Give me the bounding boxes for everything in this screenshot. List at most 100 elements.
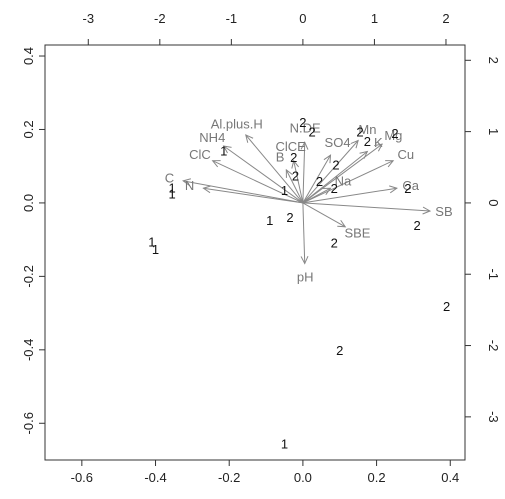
observation-point: 2 bbox=[299, 115, 306, 130]
observation-point: 2 bbox=[332, 157, 339, 172]
observation-point: 2 bbox=[443, 299, 450, 314]
variable-label: N bbox=[185, 178, 194, 193]
y-tick-label: 0.4 bbox=[21, 47, 36, 65]
variable-label: N.DE bbox=[290, 120, 321, 135]
variable-arrow bbox=[302, 187, 397, 204]
variable-label: Ca bbox=[402, 178, 419, 193]
observation-point: 1 bbox=[220, 143, 227, 158]
variable-arrow bbox=[203, 187, 303, 204]
variable-arrow bbox=[302, 187, 331, 204]
variable-label: SO4 bbox=[325, 135, 351, 150]
right-y-tick-label: 1 bbox=[486, 128, 501, 135]
variable-arrow bbox=[302, 202, 346, 228]
variable-arrow bbox=[293, 160, 304, 204]
observation-point: 2 bbox=[356, 124, 363, 139]
observation-point: 2 bbox=[308, 124, 315, 139]
variable-arrowhead bbox=[389, 185, 398, 194]
top-x-tick-label: 1 bbox=[371, 11, 378, 26]
variable-arrow bbox=[223, 145, 304, 204]
variable-label: SBE bbox=[344, 226, 370, 241]
right-y-tick-label: -2 bbox=[486, 340, 501, 352]
observation-point: 2 bbox=[364, 134, 371, 149]
observation-point: 1 bbox=[168, 180, 175, 195]
variable-arrow bbox=[302, 202, 306, 264]
observation-point: 1 bbox=[281, 436, 288, 451]
right-y-tick-label: -3 bbox=[486, 411, 501, 423]
variable-label: SB bbox=[435, 204, 452, 219]
top-x-tick-label: 2 bbox=[442, 11, 449, 26]
y-tick-label: 0.0 bbox=[21, 194, 36, 212]
variable-arrowhead bbox=[322, 187, 332, 195]
variable-label: C bbox=[165, 170, 174, 185]
y-tick-label: -0.6 bbox=[21, 412, 36, 434]
variable-arrowhead bbox=[337, 219, 347, 228]
variable-arrowhead bbox=[182, 178, 192, 187]
variable-label: ClCE bbox=[276, 139, 307, 154]
variable-arrowhead bbox=[350, 139, 359, 149]
x-tick-label: 0.4 bbox=[441, 470, 459, 485]
variable-arrowhead bbox=[285, 168, 293, 178]
variable-label: Al.plus.H bbox=[211, 116, 263, 131]
observation-point: 1 bbox=[281, 183, 288, 198]
variable-label: B bbox=[276, 149, 285, 164]
observation-point: 2 bbox=[290, 150, 297, 165]
variable-arrowhead bbox=[323, 154, 332, 164]
observation-point: 2 bbox=[413, 218, 420, 233]
variable-arrow bbox=[302, 154, 331, 204]
observation-point: 1 bbox=[152, 242, 159, 257]
variable-arrowhead bbox=[211, 160, 221, 168]
top-x-tick-label: -1 bbox=[226, 11, 238, 26]
observation-point: 2 bbox=[292, 168, 299, 183]
plot-axes: -0.6 -0.4 -0.2 0.0 0.2 0.4 -0.6 -0.4 -0.2 0.0 0.2 0… bbox=[21, 11, 501, 485]
top-x-tick-label: 0 bbox=[299, 11, 306, 26]
observation-point: 2 bbox=[336, 343, 343, 358]
variable-arrow bbox=[212, 160, 304, 204]
observation-point: 1 bbox=[148, 234, 155, 249]
variable-arrow bbox=[302, 160, 394, 204]
variable-arrowhead bbox=[385, 160, 395, 168]
variable-arrowhead bbox=[300, 141, 309, 150]
x-tick-label: -0.4 bbox=[144, 470, 166, 485]
right-y-tick-label: 0 bbox=[486, 199, 501, 206]
plot-frame bbox=[44, 44, 466, 461]
observation-point: 2 bbox=[331, 181, 338, 196]
x-tick-label: -0.6 bbox=[71, 470, 93, 485]
variable-arrowhead bbox=[222, 145, 232, 154]
x-tick-label: 0.2 bbox=[368, 470, 386, 485]
variable-arrowhead bbox=[300, 256, 309, 265]
y-tick-label: -0.4 bbox=[21, 339, 36, 361]
variable-arrowhead bbox=[245, 134, 254, 143]
x-tick-label: 0.0 bbox=[294, 470, 312, 485]
observation-point: 1 bbox=[168, 187, 175, 202]
variable-arrowhead bbox=[374, 143, 384, 152]
variable-arrow bbox=[285, 169, 304, 204]
y-tick-label: 0.2 bbox=[21, 120, 36, 138]
variable-label: Cu bbox=[398, 147, 415, 162]
right-y-tick-label: 2 bbox=[486, 57, 501, 64]
observation-point: 2 bbox=[331, 236, 338, 251]
right-y-tick-label: -1 bbox=[486, 268, 501, 280]
top-x-tick-label: -3 bbox=[82, 11, 94, 26]
x-tick-label: -0.2 bbox=[218, 470, 240, 485]
observation-point: 2 bbox=[286, 210, 293, 225]
variable-arrow bbox=[302, 143, 383, 204]
observation-point: 2 bbox=[316, 174, 323, 189]
variable-arrowhead bbox=[422, 206, 432, 215]
variable-label: Mn bbox=[358, 122, 376, 137]
variable-arrow bbox=[183, 180, 303, 204]
observation-point: 1 bbox=[266, 213, 273, 228]
variable-label: NH4 bbox=[199, 130, 225, 145]
top-x-tick-label: -2 bbox=[154, 11, 166, 26]
variable-arrow bbox=[302, 142, 306, 203]
variable-label: ClC bbox=[189, 147, 211, 162]
variable-label: K bbox=[374, 135, 383, 150]
variable-arrowhead bbox=[291, 159, 300, 169]
variable-arrow bbox=[302, 140, 359, 204]
variable-arrow bbox=[302, 202, 431, 212]
variable-label: Mg bbox=[384, 128, 402, 143]
variable-arrow bbox=[245, 134, 304, 204]
y-tick-label: -0.2 bbox=[21, 265, 36, 287]
